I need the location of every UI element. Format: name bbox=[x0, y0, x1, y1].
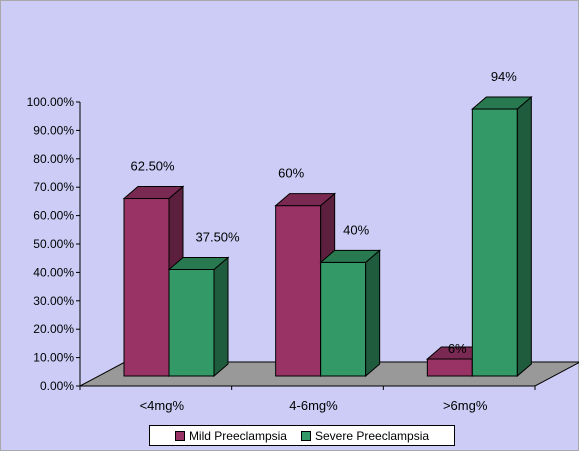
data-label-mild-1: 60% bbox=[278, 166, 304, 181]
bar-severe-0 bbox=[168, 269, 215, 377]
legend-item-severe: Severe Preeclampsia bbox=[300, 428, 430, 443]
bar-side-severe-1 bbox=[365, 249, 381, 378]
data-label-mild-0: 62.50% bbox=[131, 159, 176, 174]
bar-mild-1 bbox=[275, 205, 322, 377]
bar-top-severe-0 bbox=[167, 257, 230, 270]
data-label-severe-2: 94% bbox=[491, 69, 517, 84]
x-category-label: 4-6mg% bbox=[289, 398, 338, 413]
y-tick-label: 40.00% bbox=[33, 265, 74, 279]
data-label-mild-2: 6% bbox=[448, 341, 467, 356]
bar-side-severe-0 bbox=[213, 256, 229, 378]
y-tick-label: 80.00% bbox=[33, 152, 74, 166]
bar-severe-1 bbox=[320, 261, 367, 377]
legend-item-mild: Mild Preeclampsia bbox=[174, 428, 287, 443]
bar-mild-0 bbox=[123, 198, 170, 377]
bar-top-severe-2 bbox=[470, 96, 533, 110]
bar-severe-2 bbox=[471, 108, 518, 377]
y-tick-label: 90.00% bbox=[33, 123, 74, 137]
x-category-label: <4mg% bbox=[140, 398, 185, 413]
y-tick-label: 50.00% bbox=[33, 237, 74, 251]
y-tick-label: 60.00% bbox=[33, 209, 74, 223]
bar-top-mild-0 bbox=[122, 186, 185, 199]
bar-mild-2 bbox=[426, 358, 473, 377]
legend: Mild Preeclampsia Severe Preeclampsia bbox=[149, 425, 455, 446]
legend-swatch-mild bbox=[174, 430, 185, 441]
legend-swatch-severe bbox=[300, 430, 311, 441]
data-label-severe-0: 37.50% bbox=[196, 230, 241, 245]
bar-top-severe-1 bbox=[319, 249, 382, 263]
y-tick-label: 10.00% bbox=[33, 351, 74, 365]
y-tick-label: 70.00% bbox=[33, 180, 74, 194]
y-tick-label: 100.00% bbox=[27, 95, 75, 109]
y-tick-label: 30.00% bbox=[33, 294, 74, 308]
bar-side-severe-2 bbox=[516, 95, 532, 378]
y-tick-label: 0.00% bbox=[40, 379, 74, 393]
data-label-severe-1: 40% bbox=[343, 222, 369, 237]
y-tick-label: 20.00% bbox=[33, 322, 74, 336]
x-category-label: >6mg% bbox=[443, 398, 488, 413]
legend-label-severe: Severe Preeclampsia bbox=[314, 428, 430, 443]
bar-top-mild-1 bbox=[274, 193, 337, 207]
legend-label-mild: Mild Preeclampsia bbox=[188, 428, 287, 443]
